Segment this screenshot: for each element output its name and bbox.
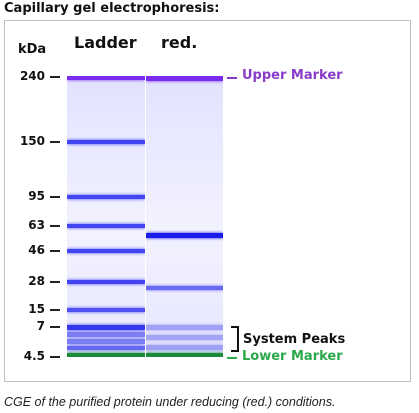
reduced-band xyxy=(146,352,223,357)
reduced-band xyxy=(146,344,223,350)
system-peaks-bracket xyxy=(231,326,239,352)
upper-marker-dash xyxy=(227,77,237,79)
reduced-band xyxy=(146,324,223,330)
tick-label: 95 xyxy=(28,189,45,203)
figure-heading: Capillary gel electrophoresis: xyxy=(4,1,220,16)
tick-mark xyxy=(50,309,60,311)
reduced-band xyxy=(146,76,223,81)
ladder-band xyxy=(67,308,145,312)
ladder-band xyxy=(67,140,145,144)
ladder-band xyxy=(67,280,145,284)
system-peaks-label: System Peaks xyxy=(243,332,346,347)
ladder-band xyxy=(67,76,145,80)
ladder-band xyxy=(67,338,145,344)
lane-reduced xyxy=(146,76,223,357)
tick-label: 240 xyxy=(19,69,45,83)
tick-label: 46 xyxy=(28,243,45,257)
ladder-band xyxy=(67,224,145,228)
upper-marker-label: Upper Marker xyxy=(242,68,343,83)
ladder-band xyxy=(67,324,145,330)
gel-panel: kDa Ladder red. 240 150 95 63 46 28 15 7 4.5 Upp… xyxy=(4,20,411,382)
tick-label: 150 xyxy=(19,134,45,148)
tick-label: 4.5 xyxy=(23,349,45,363)
tick-mark xyxy=(50,76,60,78)
lane-ladder xyxy=(67,76,145,357)
ladder-band xyxy=(67,346,145,350)
tick-label: 28 xyxy=(28,274,45,288)
tick-mark xyxy=(50,225,60,227)
tick-label: 63 xyxy=(28,218,45,232)
ladder-band xyxy=(67,249,145,253)
tick-mark xyxy=(50,141,60,143)
tick-label: 15 xyxy=(28,302,45,316)
tick-label: 7 xyxy=(36,319,45,333)
ladder-band xyxy=(67,352,145,357)
tick-mark xyxy=(50,326,60,328)
reduced-band xyxy=(146,334,223,340)
reduced-band xyxy=(146,232,223,238)
lower-marker-dash xyxy=(227,357,237,359)
reduced-band xyxy=(146,286,223,290)
lane-title-ladder: Ladder xyxy=(74,33,137,52)
tick-mark xyxy=(50,356,60,358)
lane-title-red: red. xyxy=(161,33,198,52)
figure-caption: CGE of the purified protein under reduci… xyxy=(4,395,336,409)
lower-marker-label: Lower Marker xyxy=(242,349,343,364)
tick-mark xyxy=(50,250,60,252)
ladder-band xyxy=(67,331,145,337)
tick-mark xyxy=(50,196,60,198)
ladder-band xyxy=(67,195,145,199)
tick-mark xyxy=(50,281,60,283)
axis-unit-label: kDa xyxy=(18,42,47,57)
